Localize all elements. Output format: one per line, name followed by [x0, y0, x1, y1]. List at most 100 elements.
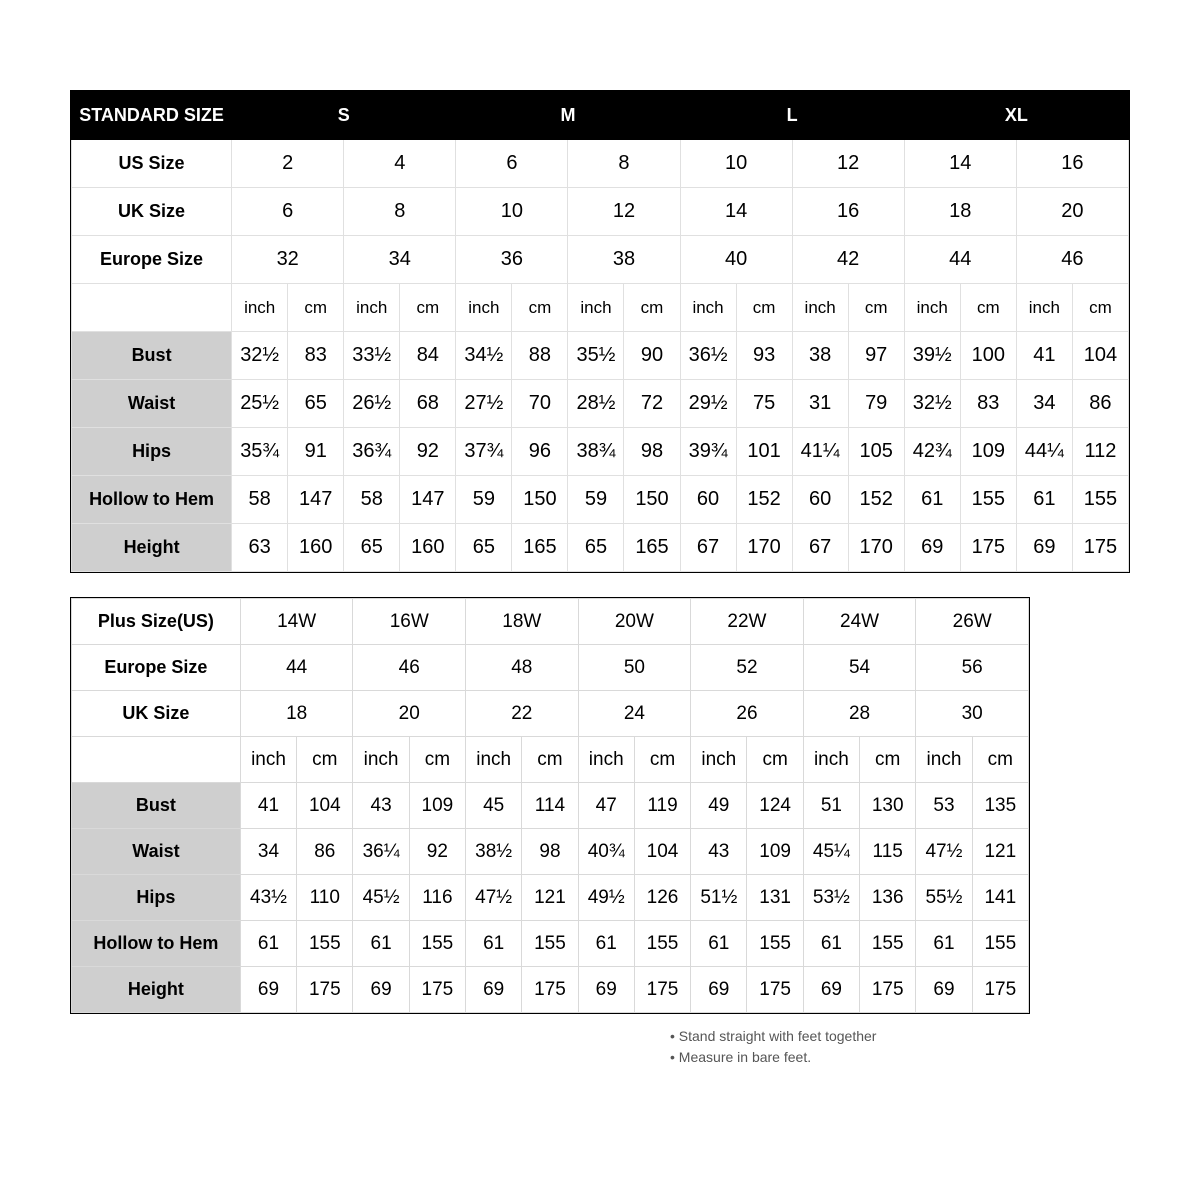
unit-label: cm	[297, 737, 353, 783]
measurement-value-cm: 150	[512, 476, 568, 524]
standard-size-table-wrap: STANDARD SIZESMLXLUS Size246810121416UK …	[70, 90, 1130, 573]
measurement-value-inch: 35½	[568, 332, 624, 380]
measurement-value-inch: 59	[568, 476, 624, 524]
size-value: 8	[568, 140, 680, 188]
measurement-value-inch: 34½	[456, 332, 512, 380]
measurement-value-cm: 170	[848, 524, 904, 572]
size-value: 36	[456, 236, 568, 284]
plus-size-value: 44	[240, 645, 353, 691]
plus-measurement-value-inch: 47½	[916, 829, 972, 875]
unit-label: inch	[904, 284, 960, 332]
unit-label: inch	[578, 737, 634, 783]
measurement-value-inch: 36½	[680, 332, 736, 380]
size-value: 16	[1016, 140, 1128, 188]
plus-measurement-value-cm: 131	[747, 875, 803, 921]
size-group: L	[680, 92, 904, 140]
size-value: 14	[680, 188, 792, 236]
plus-measurement-value-inch: 43½	[240, 875, 296, 921]
plus-measurement-value-inch: 69	[578, 967, 634, 1013]
plus-measurement-value-cm: 121	[522, 875, 578, 921]
measurement-value-inch: 42¾	[904, 428, 960, 476]
measurement-value-cm: 90	[624, 332, 680, 380]
size-value: 16	[792, 188, 904, 236]
plus-measurement-value-inch: 40¾	[578, 829, 634, 875]
unit-label: inch	[456, 284, 512, 332]
measurement-value-cm: 150	[624, 476, 680, 524]
plus-measurement-label: Waist	[72, 829, 241, 875]
measurement-value-inch: 41	[1016, 332, 1072, 380]
unit-label: cm	[848, 284, 904, 332]
plus-measurement-value-inch: 41	[240, 783, 296, 829]
plus-size-value: 54	[803, 645, 916, 691]
plus-measurement-value-inch: 61	[691, 921, 747, 967]
plus-measurement-value-inch: 36¼	[353, 829, 409, 875]
plus-measurement-value-cm: 104	[297, 783, 353, 829]
plus-measurement-value-cm: 155	[297, 921, 353, 967]
plus-measurement-value-inch: 69	[916, 967, 972, 1013]
unit-label: inch	[240, 737, 296, 783]
plus-measurement-value-cm: 136	[860, 875, 916, 921]
unit-label: inch	[1016, 284, 1072, 332]
measurement-value-cm: 160	[400, 524, 456, 572]
unit-label: inch	[466, 737, 522, 783]
unit-label: cm	[512, 284, 568, 332]
plus-measurement-value-inch: 55½	[916, 875, 972, 921]
unit-label: cm	[522, 737, 578, 783]
unit-label: inch	[691, 737, 747, 783]
measurement-value-inch: 65	[456, 524, 512, 572]
measurement-value-cm: 83	[960, 380, 1016, 428]
plus-measurement-value-inch: 69	[803, 967, 859, 1013]
size-value: 8	[344, 188, 456, 236]
plus-measurement-value-inch: 69	[466, 967, 522, 1013]
plus-measurement-value-cm: 110	[297, 875, 353, 921]
measurement-value-inch: 61	[904, 476, 960, 524]
measurement-value-cm: 97	[848, 332, 904, 380]
unit-label: cm	[747, 737, 803, 783]
measurement-value-cm: 96	[512, 428, 568, 476]
plus-size-value: 18	[240, 691, 353, 737]
measurement-value-cm: 165	[624, 524, 680, 572]
plus-measurement-value-inch: 61	[803, 921, 859, 967]
measurement-value-cm: 101	[736, 428, 792, 476]
plus-measurement-value-inch: 43	[353, 783, 409, 829]
note-line: Stand straight with feet together	[670, 1028, 876, 1044]
measurement-value-inch: 39¾	[680, 428, 736, 476]
size-value: 2	[232, 140, 344, 188]
plus-measurement-value-cm: 175	[297, 967, 353, 1013]
plus-measurement-value-cm: 155	[409, 921, 465, 967]
plus-size-value: 46	[353, 645, 466, 691]
plus-measurement-value-inch: 38½	[466, 829, 522, 875]
size-row-label: Europe Size	[72, 236, 232, 284]
measurement-value-inch: 58	[344, 476, 400, 524]
measurement-value-cm: 68	[400, 380, 456, 428]
measurement-value-cm: 170	[736, 524, 792, 572]
plus-measurement-value-cm: 115	[860, 829, 916, 875]
unit-label: cm	[960, 284, 1016, 332]
measurement-notes: Stand straight with feet together Measur…	[670, 1026, 1130, 1068]
plus-measurement-value-inch: 61	[916, 921, 972, 967]
plus-measurement-value-cm: 119	[634, 783, 690, 829]
size-group: S	[232, 92, 456, 140]
measurement-value-inch: 60	[680, 476, 736, 524]
size-value: 10	[456, 188, 568, 236]
measurement-value-cm: 84	[400, 332, 456, 380]
size-value: 46	[1016, 236, 1128, 284]
measurement-value-inch: 32½	[904, 380, 960, 428]
plus-measurement-value-cm: 175	[972, 967, 1028, 1013]
unit-label: inch	[803, 737, 859, 783]
plus-measurement-value-inch: 61	[240, 921, 296, 967]
measurement-value-inch: 65	[568, 524, 624, 572]
plus-size-row-label: Plus Size(US)	[72, 599, 241, 645]
measurement-value-inch: 35¾	[232, 428, 288, 476]
plus-measurement-value-cm: 175	[634, 967, 690, 1013]
note-line: Measure in bare feet.	[670, 1049, 811, 1065]
measurement-value-inch: 26½	[344, 380, 400, 428]
measurement-value-cm: 160	[288, 524, 344, 572]
measurement-value-inch: 38¾	[568, 428, 624, 476]
measurement-value-inch: 58	[232, 476, 288, 524]
plus-measurement-value-cm: 141	[972, 875, 1028, 921]
plus-measurement-value-cm: 124	[747, 783, 803, 829]
measurement-value-inch: 31	[792, 380, 848, 428]
plus-size-value: 20	[353, 691, 466, 737]
plus-measurement-value-inch: 49	[691, 783, 747, 829]
